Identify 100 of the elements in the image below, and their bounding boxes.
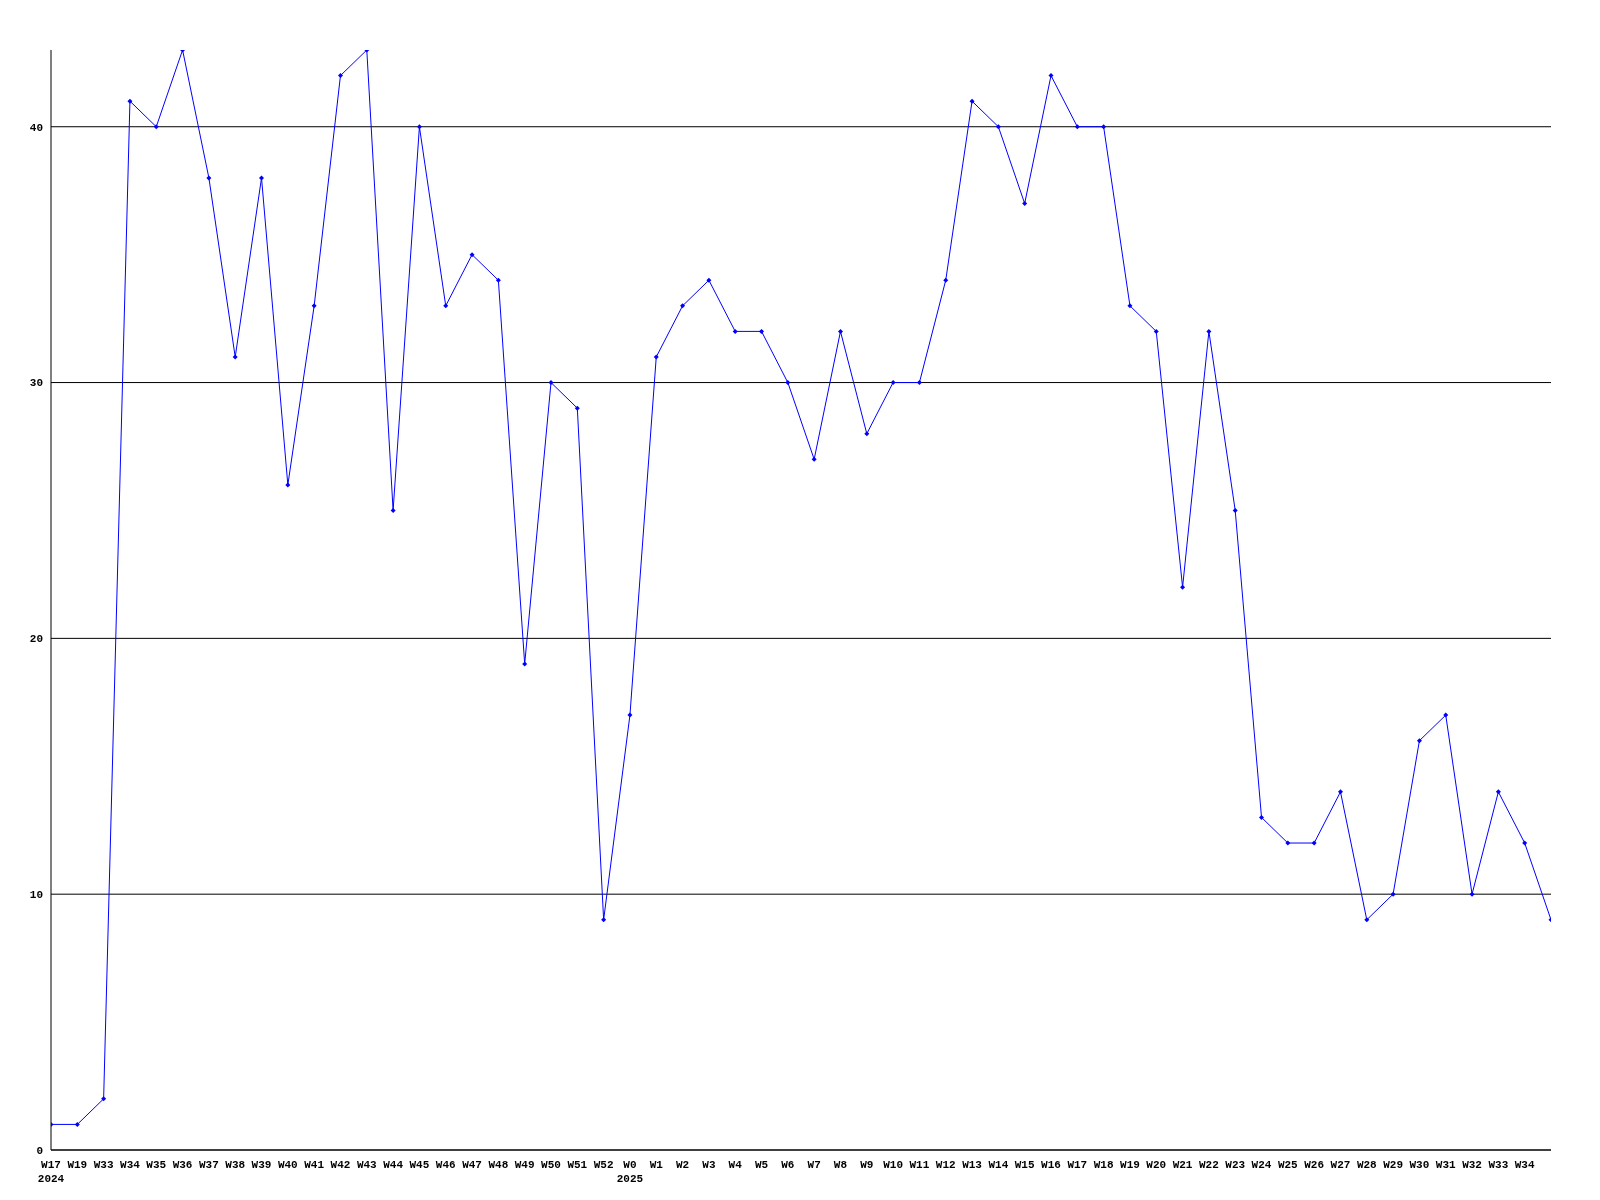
x-tick-label: W18 (1093, 1159, 1114, 1171)
x-tick-label: W2 (675, 1159, 690, 1171)
x-tick-label: W20 (1146, 1159, 1167, 1171)
point (259, 175, 265, 181)
x-tick-label: W47 (462, 1159, 482, 1171)
x-tick-label: W38 (225, 1159, 246, 1171)
x-tick-label: W21 (1172, 1159, 1193, 1171)
x-tick-label: W11 (909, 1159, 930, 1171)
x-tick-label: W25 (1277, 1159, 1299, 1171)
x-tick-label: W6 (781, 1159, 795, 1171)
point (1311, 840, 1317, 846)
x-tick-label: W19 (1120, 1159, 1140, 1171)
point (706, 277, 712, 283)
x-tick-label: W9 (860, 1159, 874, 1171)
point (785, 380, 791, 386)
x-tick-label: W16 (1041, 1159, 1061, 1171)
point (680, 303, 686, 309)
point (311, 303, 317, 309)
point (1495, 789, 1501, 795)
point (1443, 712, 1449, 718)
x-tick-label: W22 (1198, 1159, 1219, 1171)
x-tick-label: W39 (251, 1159, 272, 1171)
x-tick-label: W24 (1251, 1159, 1272, 1171)
point (206, 175, 212, 181)
point (574, 405, 580, 411)
point (548, 380, 554, 386)
point (74, 1121, 80, 1127)
point (1048, 73, 1054, 79)
x-tick-label: W14 (988, 1159, 1009, 1171)
x-tick-label: W26 (1304, 1159, 1325, 1171)
point (1206, 328, 1212, 334)
point (153, 124, 159, 130)
point (1180, 584, 1186, 590)
point (732, 328, 738, 334)
point (890, 380, 896, 386)
x-tick-label: W34 (1514, 1159, 1535, 1171)
point (469, 252, 475, 258)
x-tick-label: W42 (330, 1159, 351, 1171)
x-tick-label: W15 (1014, 1159, 1035, 1171)
x-tick-label: W17 2024 (37, 1159, 65, 1185)
point (127, 98, 133, 104)
line-series (51, 50, 1551, 1127)
point (1127, 303, 1133, 309)
x-tick-label: W50 (541, 1159, 561, 1171)
y-tick-label: 10 (29, 889, 43, 902)
x-tick-label: W37 (198, 1159, 219, 1171)
x-tick-label: W5 (754, 1159, 769, 1171)
x-tick-label: W12 (935, 1159, 956, 1171)
point (864, 431, 870, 437)
x-tick-label: W19 (67, 1159, 88, 1171)
x-tick-label: W41 (304, 1159, 325, 1171)
point (943, 277, 949, 283)
point (1232, 507, 1238, 513)
x-tick-label: W28 (1356, 1159, 1378, 1171)
point (627, 712, 633, 718)
x-tick-label: W34 (120, 1159, 141, 1171)
x-tick-label: W48 (488, 1159, 509, 1171)
point (285, 482, 291, 488)
point (1285, 840, 1291, 846)
x-tick-label: W43 (356, 1159, 378, 1171)
x-tick-label: W1 (649, 1159, 664, 1171)
x-tick-label: W3 (702, 1159, 716, 1171)
point (1522, 840, 1528, 846)
x-tick-label: W30 (1409, 1159, 1430, 1171)
point (1074, 124, 1080, 130)
point (232, 354, 238, 360)
x-tick-label: W33 (1488, 1159, 1509, 1171)
x-tick-label: W13 (962, 1159, 983, 1171)
x-tick-label: W10 (883, 1159, 904, 1171)
y-tick-label: 40 (29, 121, 43, 134)
x-tick-label: W7 (807, 1159, 821, 1171)
point (1469, 891, 1475, 897)
x-tick-label: W44 (383, 1159, 404, 1171)
x-tick-label: W51 (567, 1159, 588, 1171)
x-tick-label: W8 (833, 1159, 848, 1171)
point (416, 124, 422, 130)
point (1153, 328, 1159, 334)
point (653, 354, 659, 360)
point (1101, 124, 1107, 130)
x-tick-label: W52 (593, 1159, 614, 1171)
point (1390, 891, 1396, 897)
point (1259, 814, 1265, 820)
point (1337, 789, 1343, 795)
point (101, 1096, 107, 1102)
x-tick-label: W17 (1067, 1159, 1088, 1171)
x-tick-label: W29 (1383, 1159, 1404, 1171)
point (337, 73, 343, 79)
point (1416, 738, 1422, 744)
x-tick-label: W46 (435, 1159, 456, 1171)
x-tick-label: W4 (728, 1159, 743, 1171)
x-tick-label: W23 (1225, 1159, 1246, 1171)
point (390, 507, 396, 513)
x-tick-label: W32 (1462, 1159, 1482, 1171)
y-tick-label: 0 (36, 1144, 43, 1157)
x-tick-label: W0 2025 (616, 1159, 644, 1185)
y-tick-label: 30 (29, 377, 43, 390)
point (916, 380, 922, 386)
x-tick-label: W31 (1435, 1159, 1457, 1171)
x-tick-label: W35 (146, 1159, 167, 1171)
x-tick-label: W27 (1330, 1159, 1351, 1171)
